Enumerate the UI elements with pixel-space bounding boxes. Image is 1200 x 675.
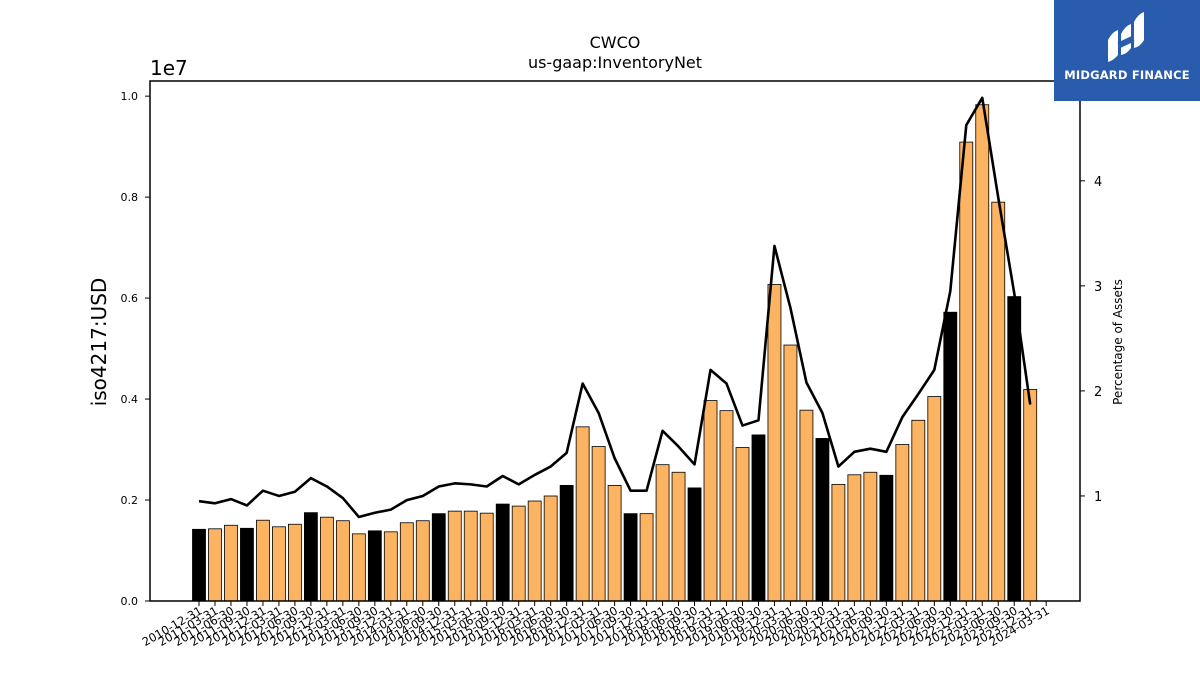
bar-2019-09-30 xyxy=(751,434,766,602)
bar-2015-06-30 xyxy=(479,512,494,602)
bar-2019-03-31 xyxy=(719,410,734,602)
y2-tick-label: 3 xyxy=(1094,280,1102,295)
bar-2023-09-30 xyxy=(1007,296,1022,602)
y2-tick-label: 4 xyxy=(1094,175,1102,190)
bar-2010-12-31 xyxy=(192,528,206,602)
chart-subtitle: us-gaap:InventoryNet xyxy=(528,53,702,72)
bar-2014-12-31 xyxy=(447,510,462,602)
bar-2013-12-31 xyxy=(383,531,398,602)
bar-2011-06-30 xyxy=(224,524,238,602)
bar-2020-06-30 xyxy=(799,409,814,602)
y-tick-label: 0.6 xyxy=(121,292,139,305)
y2-ticks: 1 2 3 4 xyxy=(1080,175,1102,505)
bar-2012-03-31 xyxy=(272,526,286,602)
bar-2015-03-31 xyxy=(463,510,478,602)
bar-2016-09-30 xyxy=(559,484,574,602)
bar-2018-06-30 xyxy=(671,471,686,602)
bar-2016-12-31 xyxy=(575,426,590,602)
bar-2019-12-31 xyxy=(767,284,782,602)
bar-2014-06-30 xyxy=(415,520,430,602)
percentage-of-assets-line xyxy=(198,96,1032,519)
bar-2022-06-30 xyxy=(927,396,942,602)
bar-2012-12-31 xyxy=(319,516,334,602)
x-ticks: 2010-12-312011-03-312011-06-302011-09-30… xyxy=(140,601,1052,649)
y-tick-label: 0.8 xyxy=(121,191,139,204)
bar-2021-06-30 xyxy=(863,471,878,602)
bars-layer xyxy=(192,104,1038,602)
y-ticks: 0.0 0.2 0.4 0.6 0.8 1.0 xyxy=(121,90,150,608)
y2-axis-label: Percentage of Assets xyxy=(1111,279,1125,405)
bar-2023-12-31 xyxy=(1023,389,1038,602)
bar-2013-06-30 xyxy=(351,533,366,602)
y-tick-label: 1.0 xyxy=(121,90,139,103)
bar-2011-09-30 xyxy=(240,527,254,602)
y-tick-label: 0.2 xyxy=(121,494,139,507)
line-layer xyxy=(198,96,1032,519)
bar-2012-06-30 xyxy=(288,523,302,602)
y-offset-label: 1e7 xyxy=(150,56,188,80)
bar-2023-06-30 xyxy=(991,201,1006,602)
bar-2021-03-31 xyxy=(847,474,862,602)
bar-2014-09-30 xyxy=(431,513,446,602)
bar-2013-03-31 xyxy=(335,520,350,602)
bar-2022-03-31 xyxy=(911,419,926,602)
bar-2013-09-30 xyxy=(367,530,382,602)
bar-2012-09-30 xyxy=(303,512,318,602)
bar-2017-12-31 xyxy=(639,513,654,602)
bar-2018-03-31 xyxy=(655,464,670,602)
bar-2016-03-31 xyxy=(527,500,542,602)
bar-2014-03-31 xyxy=(399,522,414,602)
bar-2018-09-30 xyxy=(687,487,702,602)
bar-2021-09-30 xyxy=(879,474,894,602)
y2-tick-label: 2 xyxy=(1094,385,1102,400)
y2-tick-label: 1 xyxy=(1094,490,1102,505)
bar-2021-12-31 xyxy=(895,444,910,602)
bar-2020-12-31 xyxy=(831,483,846,602)
bar-2020-09-30 xyxy=(815,438,830,602)
bar-2016-06-30 xyxy=(543,495,558,602)
bar-2022-12-31 xyxy=(959,141,974,602)
bar-2017-09-30 xyxy=(623,513,638,602)
bar-2011-12-31 xyxy=(256,519,270,602)
chart-title: CWCO xyxy=(590,33,641,52)
y-tick-label: 0.0 xyxy=(121,595,139,608)
bar-2022-09-30 xyxy=(943,311,958,602)
bar-2015-12-31 xyxy=(511,505,526,602)
plot-frame xyxy=(149,80,1081,602)
bar-2019-06-30 xyxy=(735,447,750,602)
bar-2018-12-31 xyxy=(703,400,718,602)
bar-2023-03-31 xyxy=(975,104,990,602)
bar-2011-03-31 xyxy=(208,528,222,602)
y-tick-label: 0.4 xyxy=(121,393,139,406)
bar-2017-03-31 xyxy=(591,446,606,602)
logo-text: MIDGARD FINANCE xyxy=(1064,68,1190,82)
logo: MIDGARD FINANCE xyxy=(1054,0,1200,101)
logo-mark-icon xyxy=(1108,12,1144,62)
bar-2020-03-31 xyxy=(783,344,798,602)
y-axis-label: iso4217:USD xyxy=(87,278,111,407)
bar-2015-09-30 xyxy=(495,503,510,602)
bar-2017-06-30 xyxy=(607,484,622,602)
